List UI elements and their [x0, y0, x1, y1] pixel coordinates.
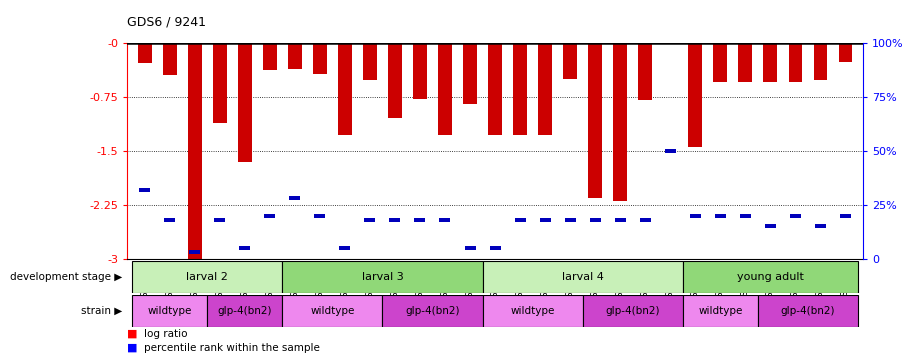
- Bar: [788, 43, 802, 82]
- Text: ■: ■: [127, 329, 137, 339]
- Bar: [213, 43, 227, 124]
- Bar: [464, 246, 475, 250]
- Bar: [840, 213, 851, 218]
- Bar: [682, 295, 758, 327]
- Bar: [438, 43, 452, 135]
- Bar: [314, 213, 325, 218]
- Bar: [132, 295, 207, 327]
- Text: percentile rank within the sample: percentile rank within the sample: [144, 343, 320, 353]
- Bar: [758, 295, 858, 327]
- Bar: [538, 43, 552, 135]
- Bar: [282, 261, 483, 293]
- Bar: [790, 213, 801, 218]
- Bar: [313, 43, 327, 74]
- Bar: [365, 218, 376, 222]
- Bar: [413, 43, 426, 99]
- Bar: [239, 246, 251, 250]
- Text: larval 3: larval 3: [362, 272, 403, 282]
- Bar: [488, 43, 502, 135]
- Bar: [338, 43, 352, 135]
- Bar: [665, 149, 676, 153]
- Bar: [614, 218, 625, 222]
- Text: glp-4(bn2): glp-4(bn2): [781, 306, 835, 316]
- Bar: [663, 43, 677, 44]
- Bar: [288, 43, 302, 70]
- Bar: [207, 295, 282, 327]
- Text: larval 2: larval 2: [186, 272, 228, 282]
- Bar: [414, 218, 426, 222]
- Bar: [282, 295, 382, 327]
- Bar: [690, 213, 701, 218]
- Text: strain ▶: strain ▶: [81, 306, 122, 316]
- Bar: [815, 225, 826, 228]
- Text: wildtype: wildtype: [698, 306, 742, 316]
- Text: wildtype: wildtype: [147, 306, 192, 316]
- Bar: [540, 218, 551, 222]
- Text: glp-4(bn2): glp-4(bn2): [217, 306, 272, 316]
- Text: glp-4(bn2): glp-4(bn2): [405, 306, 460, 316]
- Bar: [613, 43, 627, 201]
- Bar: [589, 43, 602, 198]
- Bar: [714, 43, 728, 82]
- Bar: [589, 218, 600, 222]
- Bar: [139, 188, 150, 192]
- Text: ■: ■: [127, 343, 137, 353]
- Bar: [565, 218, 576, 222]
- Bar: [839, 43, 852, 62]
- Bar: [463, 43, 477, 104]
- Bar: [490, 246, 500, 250]
- Bar: [215, 218, 226, 222]
- Bar: [638, 43, 652, 100]
- Bar: [513, 43, 527, 135]
- Bar: [163, 43, 177, 75]
- Bar: [188, 43, 202, 259]
- Bar: [339, 246, 350, 250]
- Bar: [132, 261, 282, 293]
- Bar: [483, 261, 682, 293]
- Bar: [164, 218, 175, 222]
- Text: GDS6 / 9241: GDS6 / 9241: [127, 16, 206, 29]
- Bar: [264, 213, 275, 218]
- Bar: [382, 295, 483, 327]
- Bar: [483, 295, 583, 327]
- Bar: [138, 43, 151, 63]
- Bar: [390, 218, 401, 222]
- Bar: [439, 218, 450, 222]
- Bar: [289, 196, 300, 200]
- Bar: [515, 218, 526, 222]
- Bar: [583, 295, 682, 327]
- Bar: [682, 261, 858, 293]
- Text: wildtype: wildtype: [510, 306, 554, 316]
- Bar: [363, 43, 377, 80]
- Text: larval 4: larval 4: [562, 272, 603, 282]
- Bar: [564, 43, 577, 79]
- Bar: [715, 213, 726, 218]
- Bar: [813, 43, 827, 80]
- Bar: [262, 43, 276, 70]
- Bar: [388, 43, 402, 119]
- Text: glp-4(bn2): glp-4(bn2): [605, 306, 660, 316]
- Bar: [739, 43, 752, 82]
- Text: log ratio: log ratio: [144, 329, 187, 339]
- Bar: [764, 225, 775, 228]
- Text: wildtype: wildtype: [310, 306, 355, 316]
- Bar: [640, 218, 651, 222]
- Text: development stage ▶: development stage ▶: [10, 272, 122, 282]
- Bar: [764, 43, 777, 82]
- Bar: [238, 43, 251, 162]
- Bar: [740, 213, 751, 218]
- Bar: [189, 250, 200, 254]
- Bar: [688, 43, 702, 147]
- Text: young adult: young adult: [737, 272, 804, 282]
